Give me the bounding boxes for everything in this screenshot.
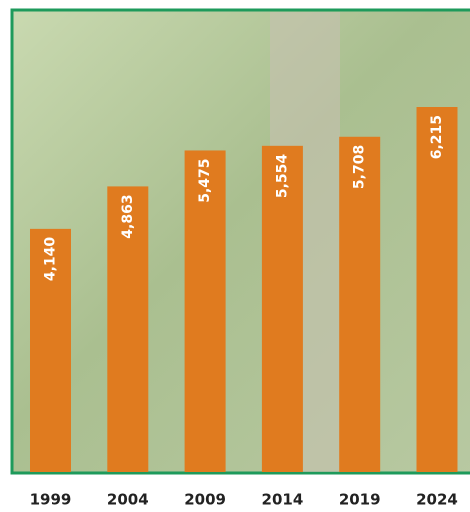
x-tick-label: 2019 — [339, 491, 381, 509]
x-tick-label: 1999 — [30, 491, 72, 509]
x-tick-label: 2014 — [262, 491, 304, 509]
x-tick-label: 2004 — [107, 491, 149, 509]
value-label: 4,140 — [43, 237, 59, 282]
value-label: 5,475 — [197, 158, 213, 202]
value-label: 4,863 — [120, 194, 136, 238]
value-label: 5,554 — [274, 154, 290, 199]
value-label: 6,215 — [429, 115, 445, 159]
bar — [417, 107, 458, 472]
chart: 1999 4,140 2004 4,863 2009 5,475 2014 5,554 2019… — [0, 0, 470, 512]
photo-frame — [12, 10, 470, 473]
x-tick-label: 2024 — [416, 491, 458, 509]
value-label: 5,708 — [352, 145, 368, 189]
x-tick-label: 2009 — [184, 491, 226, 509]
